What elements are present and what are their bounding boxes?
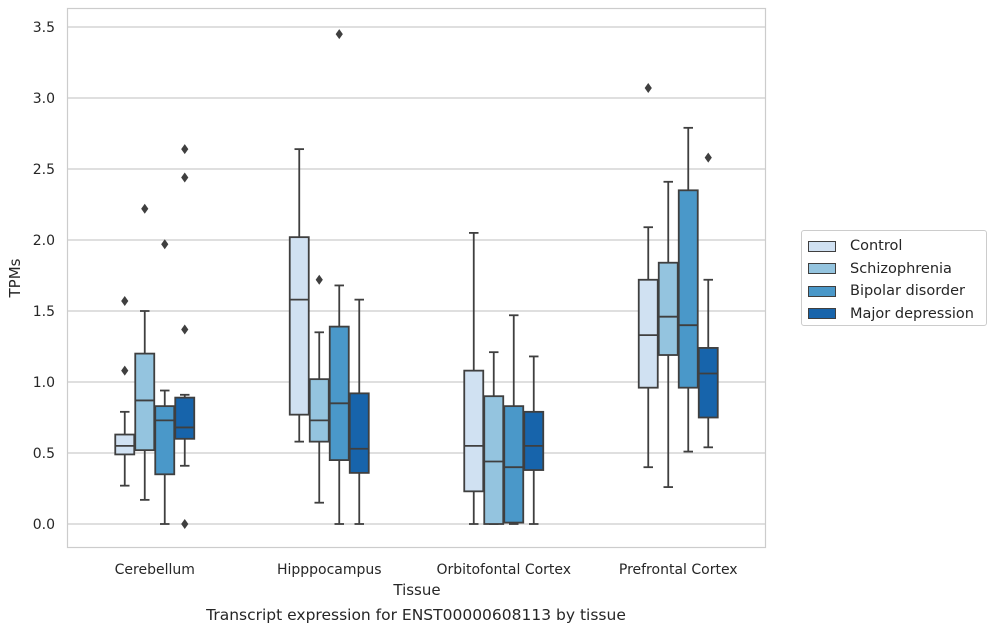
box-body: [174, 396, 196, 440]
legend-swatch-major-depression: [808, 308, 836, 320]
box-bipolar-disorder: [677, 126, 699, 453]
box-body: [503, 405, 525, 524]
box-bipolar-disorder: [154, 239, 176, 525]
box-schizophrenia: [134, 203, 156, 501]
chart-caption: Transcript expression for ENST0000060811…: [206, 606, 626, 624]
box-body: [697, 347, 719, 419]
box-body: [288, 236, 310, 416]
box-schizophrenia: [308, 274, 330, 504]
x-axis-label: Tissue: [392, 581, 440, 599]
box-major-depression: [348, 298, 370, 525]
box-body: [114, 433, 136, 456]
x-tick-label: Prefrontal Cortex: [619, 562, 738, 578]
y-tick-label: 0.0: [33, 517, 55, 533]
box-schizophrenia: [483, 351, 505, 525]
legend-item-control: Control: [808, 235, 980, 258]
y-tick-label: 1.5: [33, 304, 55, 320]
box-major-depression: [174, 144, 196, 529]
box-control: [637, 83, 659, 469]
legend-label-schizophrenia: Schizophrenia: [850, 260, 952, 277]
legend-item-major-depression: Major depression: [808, 303, 980, 326]
outlier-marker: [335, 29, 343, 40]
box-body: [483, 395, 505, 525]
x-tick-labels: Cerebellum Hipppocampus Orbitofontal Corte…: [115, 562, 738, 578]
legend-item-schizophrenia: Schizophrenia: [808, 258, 980, 281]
box-control: [463, 231, 485, 525]
x-tick-label: Hipppocampus: [277, 562, 382, 578]
outlier-marker: [704, 152, 712, 163]
grid-lines: [67, 26, 766, 525]
box-major-depression: [523, 355, 545, 525]
legend-label-control: Control: [850, 238, 903, 255]
y-axis-label: TPMs: [6, 258, 24, 298]
outlier-marker: [181, 519, 189, 529]
y-tick-label: 1.0: [33, 375, 55, 391]
box-body: [308, 378, 330, 443]
x-tick-label: Orbitofontal Cortex: [436, 562, 571, 578]
box-control: [114, 296, 136, 487]
box-body: [677, 189, 699, 389]
box-bipolar-disorder: [503, 314, 525, 525]
box-body: [637, 278, 659, 389]
box-schizophrenia: [657, 180, 679, 488]
outlier-marker: [181, 144, 189, 155]
box-major-depression: [697, 152, 719, 449]
outlier-marker: [141, 203, 149, 214]
legend-swatch-bipolar-disorder: [808, 285, 836, 297]
legend-swatch-control: [808, 240, 836, 252]
box-body: [657, 261, 679, 356]
box-body: [348, 392, 370, 474]
plot-area-frame: [66, 7, 767, 549]
outlier-marker: [161, 239, 169, 250]
box-body: [328, 325, 350, 461]
box-body: [523, 410, 545, 471]
box-body: [463, 369, 485, 493]
box-body: [134, 352, 156, 452]
box-body: [154, 405, 176, 476]
y-tick-label: 3.0: [33, 91, 55, 107]
legend: Control Schizophrenia Bipolar disorder M…: [801, 230, 987, 326]
y-tick-label: 3.5: [33, 20, 55, 36]
outlier-marker: [644, 83, 652, 94]
y-tick-label: 2.5: [33, 162, 55, 178]
outlier-marker: [121, 296, 129, 307]
legend-label-major-depression: Major depression: [850, 305, 974, 322]
x-tick-label: Cerebellum: [115, 562, 195, 578]
outlier-marker: [181, 324, 189, 335]
legend-item-bipolar-disorder: Bipolar disorder: [808, 280, 980, 303]
outlier-marker: [181, 172, 189, 183]
box-control: [288, 148, 310, 443]
y-tick-labels: 0.0 0.5 1.0 1.5 2.0 2.5 3.0 3.5: [33, 20, 55, 533]
outlier-marker: [315, 274, 323, 285]
legend-swatch-schizophrenia: [808, 263, 836, 275]
outlier-marker: [121, 365, 129, 376]
y-tick-label: 2.0: [33, 233, 55, 249]
y-tick-label: 0.5: [33, 446, 55, 462]
box-groups: [114, 29, 719, 529]
box-bipolar-disorder: [328, 29, 350, 525]
legend-label-bipolar-disorder: Bipolar disorder: [850, 283, 965, 300]
